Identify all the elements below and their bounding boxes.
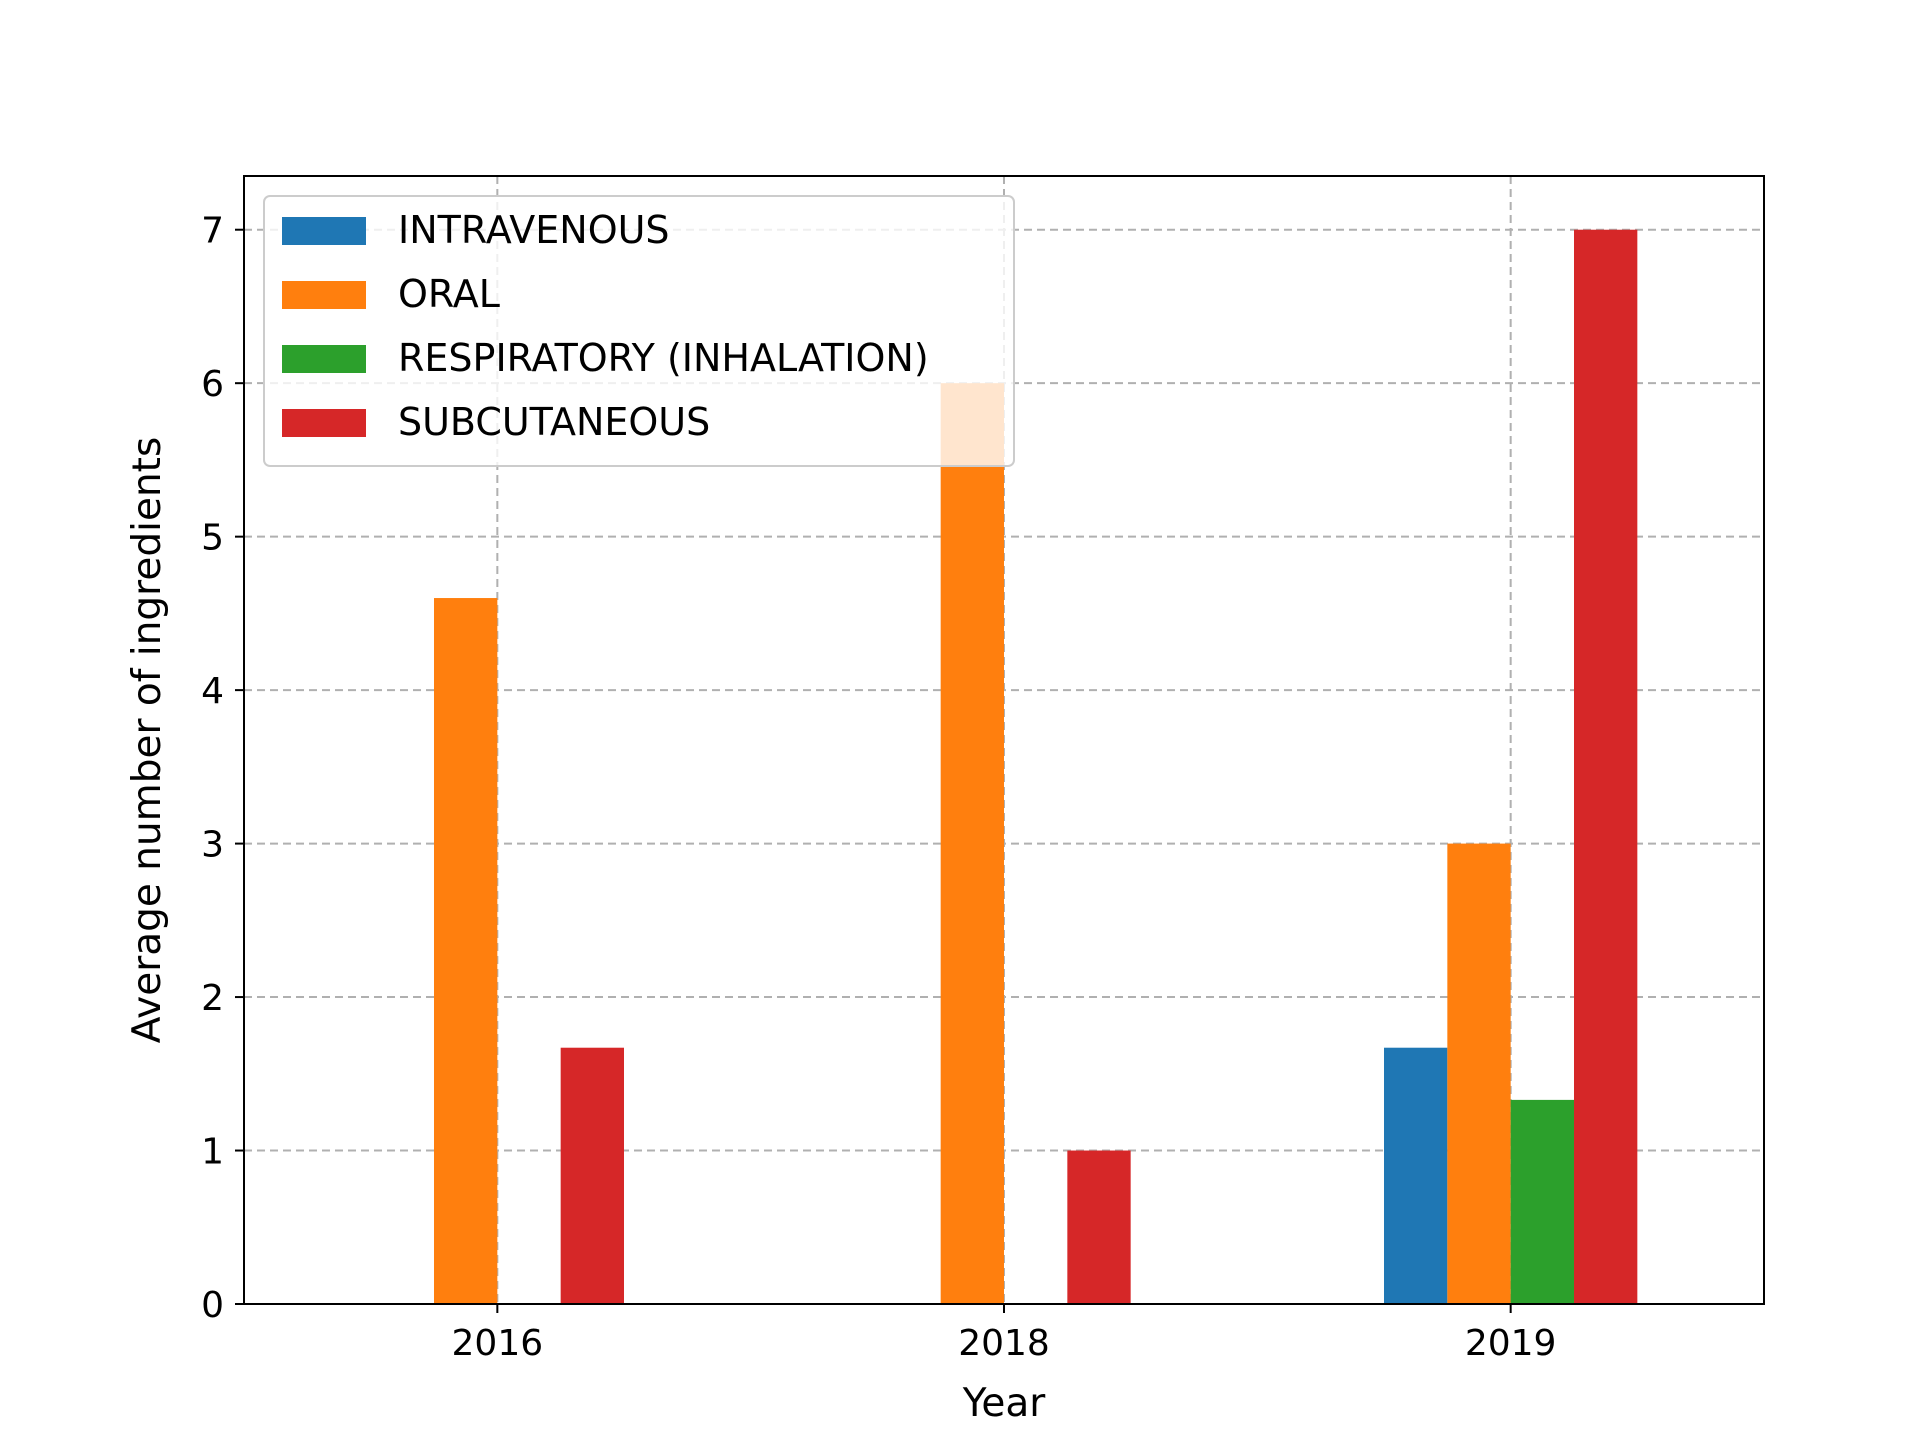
- bar-subcutaneous-2018: [1067, 1150, 1131, 1304]
- y-tick-label: 7: [201, 211, 224, 252]
- legend-swatch: [282, 217, 366, 245]
- y-tick-label: 5: [201, 518, 224, 559]
- bar-oral-2019: [1447, 843, 1511, 1304]
- y-tick-label: 6: [201, 364, 224, 405]
- x-axis-label: Year: [962, 1381, 1047, 1426]
- x-tick-label: 2018: [958, 1323, 1050, 1364]
- ticks: 0 1 2 3 4 5 6 7 2016 2018 2019: [201, 211, 1556, 1364]
- bar-oral-2016: [434, 598, 498, 1304]
- legend-swatch: [282, 281, 366, 309]
- legend-label: ORAL: [398, 272, 500, 316]
- x-tick-label: 2016: [452, 1323, 544, 1364]
- bar-intravenous-2019: [1384, 1047, 1448, 1304]
- legend-swatch: [282, 345, 366, 373]
- bar-respiratory-inhalation-2019: [1510, 1099, 1574, 1304]
- bar-oral-2018: [940, 383, 1004, 1304]
- bar-subcutaneous-2016: [560, 1047, 624, 1304]
- bars: [434, 229, 1638, 1305]
- y-tick-label: 2: [201, 978, 224, 1019]
- y-axis-label: Average number of ingredients: [125, 437, 170, 1044]
- bar-subcutaneous-2019: [1574, 229, 1638, 1305]
- legend-swatch: [282, 409, 366, 437]
- y-tick-label: 3: [201, 825, 224, 866]
- y-tick-label: 1: [201, 1132, 224, 1173]
- y-tick-label: 4: [201, 671, 224, 712]
- x-tick-label: 2019: [1465, 1323, 1557, 1364]
- legend-label: SUBCUTANEOUS: [398, 400, 710, 444]
- legend-label: INTRAVENOUS: [398, 208, 670, 252]
- legend: INTRAVENOUS ORAL RESPIRATORY (INHALATION) S…: [263, 195, 1015, 467]
- legend-label: RESPIRATORY (INHALATION): [398, 336, 929, 380]
- legend-box: [263, 195, 1015, 467]
- y-tick-label: 0: [201, 1285, 224, 1326]
